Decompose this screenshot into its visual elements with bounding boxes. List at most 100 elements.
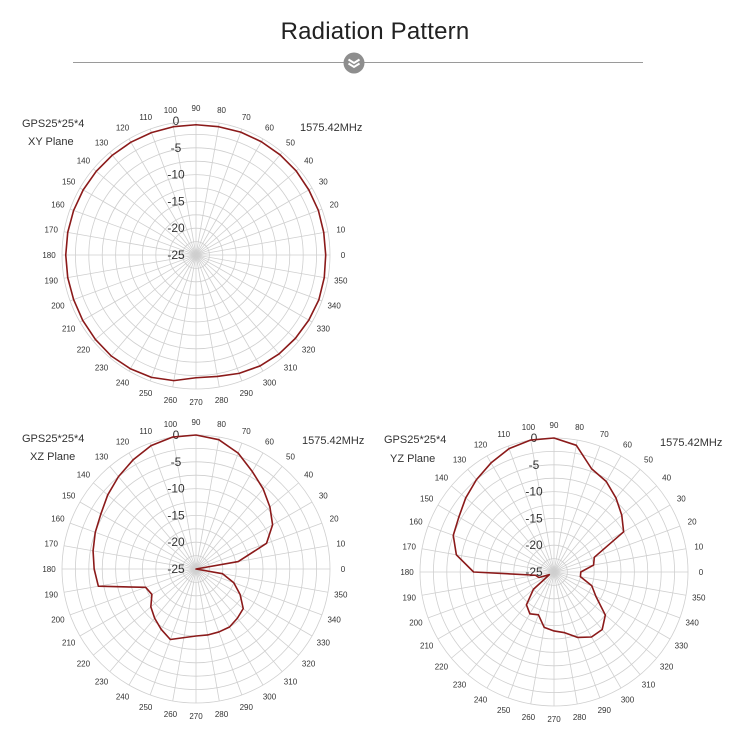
grid-spoke	[553, 455, 622, 573]
grid-spoke	[195, 254, 323, 302]
angle-tick-label: 130	[453, 455, 467, 464]
angle-tick-label: 310	[284, 678, 298, 687]
grid-spoke	[553, 504, 671, 573]
angle-tick-label: 270	[189, 398, 203, 407]
grid-spoke	[195, 501, 313, 570]
grid-spoke	[195, 568, 299, 656]
angle-tick-label: 10	[336, 539, 345, 548]
angle-tick-label: 120	[116, 124, 130, 133]
grid-spoke	[195, 152, 283, 256]
grid-spoke	[195, 482, 299, 570]
grid-spoke	[195, 568, 283, 672]
angle-tick-label: 40	[304, 157, 313, 166]
angle-tick-label: 290	[240, 703, 254, 712]
angle-tick-label: 70	[600, 430, 609, 439]
grid-spoke	[195, 568, 323, 616]
grid-spoke	[172, 122, 197, 256]
angle-tick-label: 160	[51, 515, 65, 524]
grid-spoke	[486, 455, 555, 573]
grid-spoke	[427, 571, 555, 619]
grid-spoke	[195, 138, 264, 256]
radial-tick-label: -20	[167, 221, 185, 235]
angle-tick-label: 250	[139, 389, 153, 398]
angle-tick-label: 350	[692, 594, 706, 603]
angle-tick-label: 310	[642, 681, 656, 690]
grid-spoke	[195, 254, 283, 358]
grid-spoke	[195, 254, 313, 323]
grid-spoke	[79, 568, 197, 637]
grid-spoke	[437, 571, 555, 640]
frequency-label: 1575.42MHz	[660, 437, 722, 449]
grid-spoke	[195, 128, 243, 256]
angle-tick-label: 90	[550, 421, 559, 430]
angle-tick-label: 330	[675, 642, 689, 651]
grid-spoke	[195, 568, 313, 637]
angle-tick-label: 170	[403, 542, 417, 551]
grid-spoke	[195, 466, 283, 570]
grid-spoke	[507, 445, 555, 573]
angle-tick-label: 330	[317, 325, 331, 334]
angle-tick-label: 150	[420, 495, 434, 504]
grid-spoke	[63, 545, 197, 570]
angle-tick-label: 80	[217, 420, 226, 429]
angle-tick-label: 220	[77, 659, 91, 668]
polar-chart-2: 0 10 20 30 40 50 60 70 80 90 100 110 120 130 140 150 160…	[22, 418, 364, 721]
grid-spoke	[451, 485, 555, 573]
grid-spoke	[63, 568, 197, 593]
angle-tick-label: 250	[497, 706, 511, 715]
grid-spoke	[172, 568, 197, 702]
radial-tick-label: -20	[167, 535, 185, 549]
grid-spoke	[69, 254, 197, 302]
grid-spoke	[195, 231, 329, 256]
angle-tick-label: 90	[192, 418, 201, 427]
angle-tick-label: 60	[265, 124, 274, 133]
angle-tick-label: 140	[435, 474, 449, 483]
angle-tick-label: 40	[304, 471, 313, 480]
grid-spoke	[486, 571, 555, 689]
grid-spoke	[553, 571, 681, 619]
grid-spoke	[109, 152, 197, 256]
angle-tick-label: 50	[286, 138, 295, 147]
grid-spoke	[149, 254, 197, 382]
frequency-label: 1575.42MHz	[302, 435, 364, 447]
antenna-model-label: GPS25*25*4	[384, 434, 446, 446]
grid-spoke	[553, 571, 641, 675]
grid-spoke	[553, 525, 681, 573]
angle-tick-label: 70	[242, 113, 251, 122]
grid-spoke	[195, 436, 220, 570]
angle-tick-label: 340	[685, 618, 699, 627]
grid-spoke	[93, 168, 197, 256]
page-title: Radiation Pattern	[280, 18, 470, 45]
grid-spoke	[195, 254, 329, 279]
grid-spoke	[553, 571, 622, 689]
grid-spoke	[149, 128, 197, 256]
angle-tick-label: 200	[51, 301, 65, 310]
angle-tick-label: 70	[242, 427, 251, 436]
grid-spoke	[79, 187, 197, 256]
angle-tick-label: 130	[95, 452, 109, 461]
angle-tick-label: 20	[330, 515, 339, 524]
grid-spoke	[195, 168, 299, 256]
angle-tick-label: 320	[302, 659, 316, 668]
angle-tick-label: 280	[573, 713, 587, 722]
angle-tick-label: 290	[598, 706, 612, 715]
angle-tick-label: 220	[435, 662, 449, 671]
angle-tick-label: 0	[341, 565, 346, 574]
angle-tick-label: 220	[77, 345, 91, 354]
grid-spoke	[421, 548, 555, 573]
angle-tick-label: 230	[95, 678, 109, 687]
grid-spoke	[172, 254, 197, 388]
grid-spoke	[507, 571, 555, 699]
angle-tick-label: 30	[319, 178, 328, 187]
grid-spoke	[149, 568, 197, 696]
angle-tick-label: 20	[330, 201, 339, 210]
angle-tick-label: 150	[62, 178, 76, 187]
angle-tick-label: 270	[189, 712, 203, 721]
angle-tick-label: 180	[42, 251, 56, 260]
grid-spoke	[69, 208, 197, 256]
angle-tick-label: 160	[409, 518, 423, 527]
radial-tick-label: -10	[167, 482, 185, 496]
angle-tick-label: 190	[45, 277, 59, 286]
radial-tick-label: -5	[529, 458, 540, 472]
angle-tick-label: 260	[164, 396, 178, 405]
